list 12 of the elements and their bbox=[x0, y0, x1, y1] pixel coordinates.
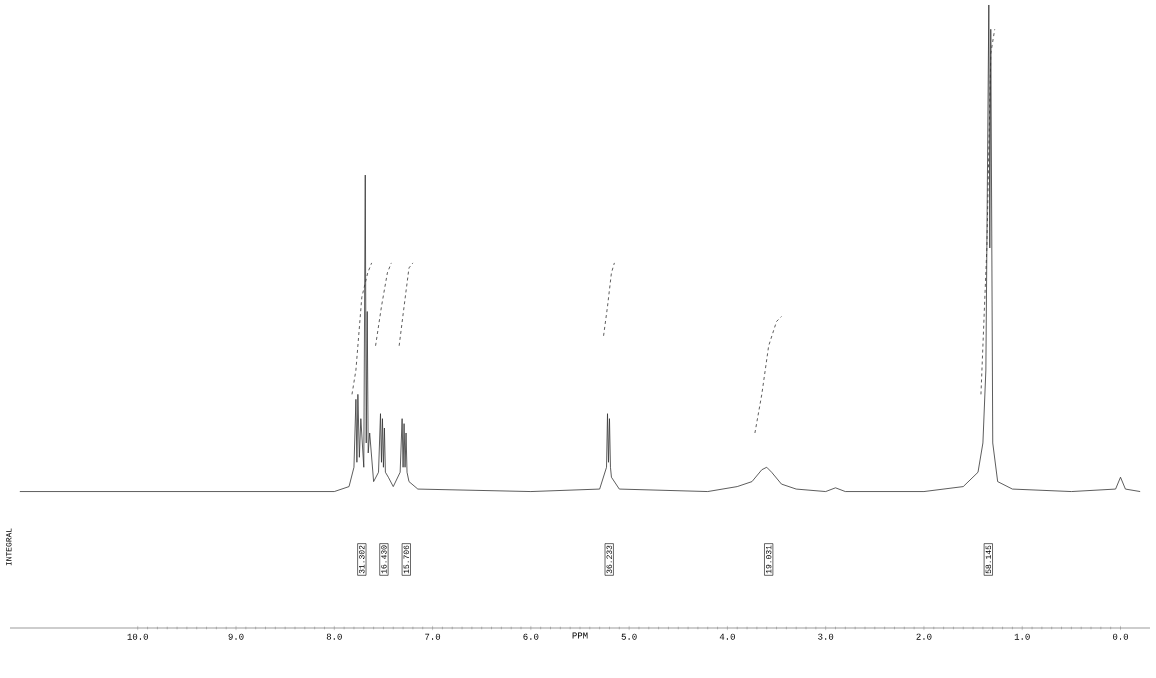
x-tick-label: 10.0 bbox=[127, 633, 148, 640]
x-tick-label: 4.0 bbox=[719, 633, 735, 640]
x-tick-label: 6.0 bbox=[523, 633, 539, 640]
x-axis-title: PPM bbox=[572, 632, 588, 639]
x-tick-label: 2.0 bbox=[916, 633, 932, 640]
x-tick-label: 5.0 bbox=[621, 633, 637, 640]
x-tick-label: 8.0 bbox=[326, 633, 342, 640]
x-tick-label: 9.0 bbox=[228, 633, 244, 640]
x-tick-label: 0.0 bbox=[1112, 633, 1129, 640]
x-tick-label: 1.0 bbox=[1014, 633, 1030, 640]
x-tick-label: 3.0 bbox=[818, 633, 834, 640]
x-tick-label: 7.0 bbox=[425, 633, 441, 640]
